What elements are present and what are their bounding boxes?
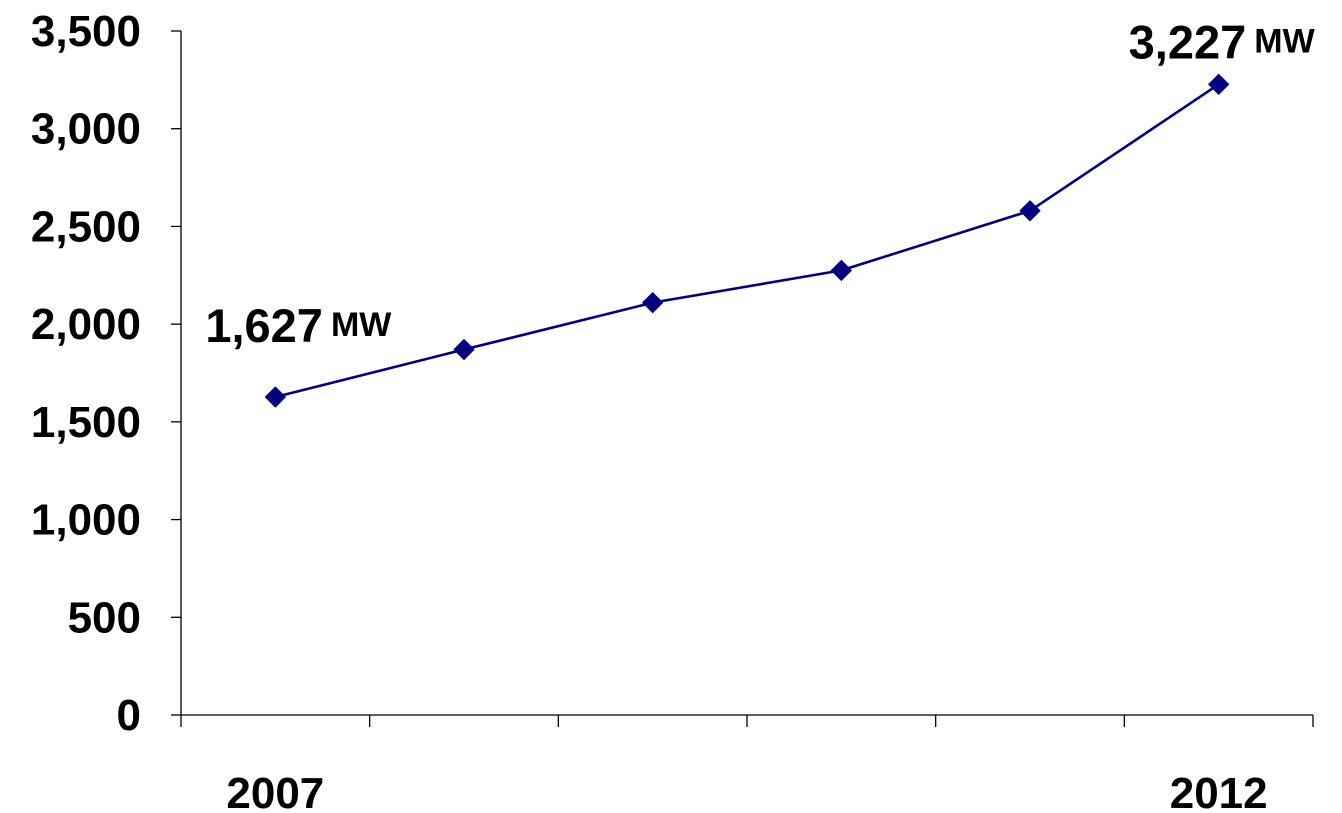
data-annotation: 3,227 MW [1129, 15, 1316, 68]
y-tick-label: 1,000 [31, 496, 141, 545]
y-tick-label: 2,500 [31, 202, 141, 251]
y-tick-label: 0 [117, 691, 141, 740]
data-point-marker [830, 259, 853, 282]
x-tick-label: 2012 [1170, 769, 1268, 813]
y-tick-label: 3,500 [31, 7, 141, 56]
x-axis: 2007 2012 [180, 714, 1314, 813]
annotations: 1,627 MW3,227 MW [205, 15, 1315, 352]
data-annotation: 1,627 MW [205, 299, 392, 352]
annotation-value: 1,627 [205, 299, 323, 352]
data-point-marker [641, 291, 664, 314]
y-axis: 0 500 1,000 1,500 2,000 2,500 3,000 3,500 [31, 7, 182, 740]
x-ticks [180, 715, 1314, 727]
annotation-unit: MW [331, 306, 392, 344]
series-line [275, 83, 1220, 399]
x-tick-label: 2007 [226, 769, 324, 813]
annotation-unit: MW [1254, 22, 1315, 60]
y-tick-label: 3,000 [31, 105, 141, 154]
data-point-marker [264, 386, 287, 408]
data-point-marker [453, 338, 475, 361]
y-tick-label: 1,500 [31, 398, 141, 447]
y-tick-label: 2,000 [31, 300, 141, 349]
annotation-value: 3,227 [1129, 15, 1247, 68]
data-point-marker [1207, 73, 1230, 96]
data-point-marker [1019, 200, 1041, 222]
y-tick-labels: 0 500 1,000 1,500 2,000 2,500 3,000 3,500 [31, 7, 141, 740]
y-tick-label: 500 [68, 593, 141, 642]
y-ticks [171, 30, 181, 716]
x-tick-labels: 2007 2012 [226, 769, 1267, 813]
series-group [264, 73, 1230, 408]
